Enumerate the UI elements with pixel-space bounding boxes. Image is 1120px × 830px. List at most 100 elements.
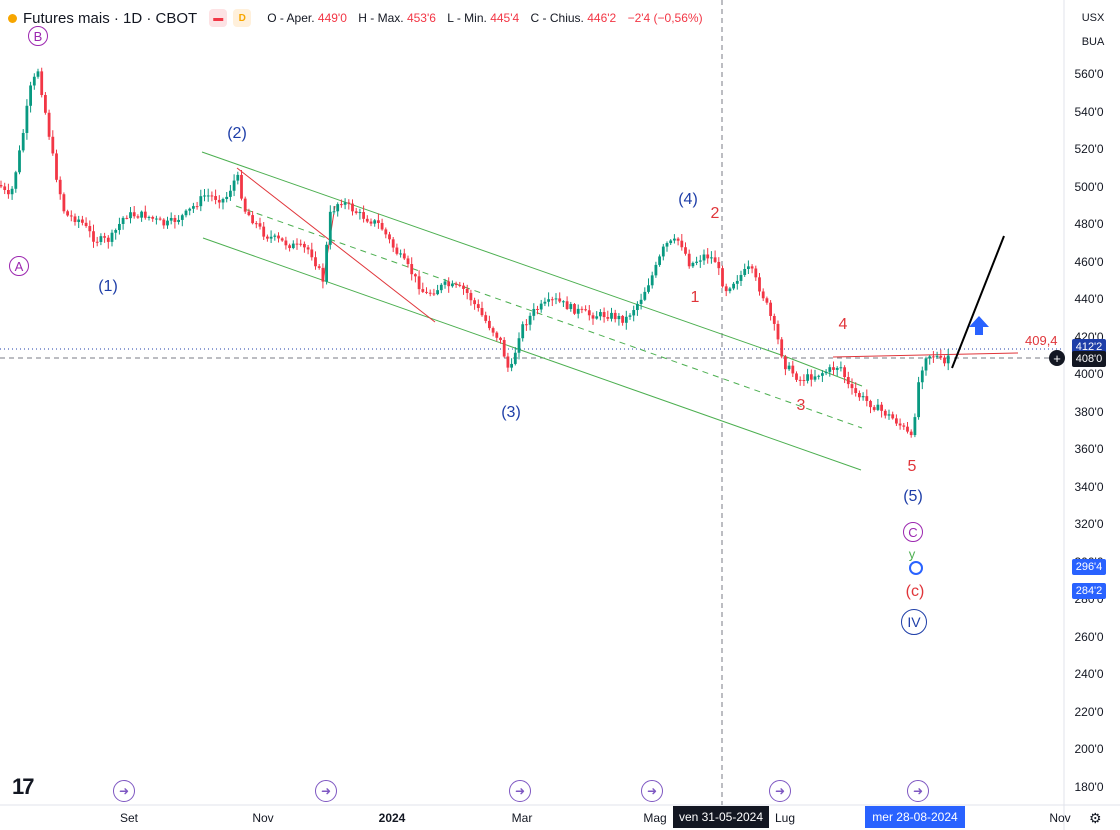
candle-body xyxy=(336,204,340,212)
candle-body xyxy=(891,414,895,419)
candle-body xyxy=(251,215,254,224)
candle-body xyxy=(47,112,51,137)
candle-body xyxy=(595,316,599,319)
candle-body xyxy=(920,370,924,383)
candle-body xyxy=(476,304,480,308)
candle-body xyxy=(613,312,617,320)
candle-body xyxy=(717,261,721,269)
candle-body xyxy=(887,414,891,416)
high-label: H - Max. xyxy=(358,11,404,25)
candle-body xyxy=(724,286,728,292)
candle-body xyxy=(402,253,406,259)
crosshair-date-badge: ven 31-05-2024 xyxy=(673,806,769,828)
channel-lower-line xyxy=(202,237,862,471)
forward-arrow-icon[interactable]: ➜ xyxy=(769,780,791,802)
unit-button[interactable]: BUA xyxy=(1081,36,1105,48)
candle-body xyxy=(40,71,44,96)
candle-body xyxy=(358,212,362,214)
candle-body xyxy=(321,267,325,282)
candle-body xyxy=(547,299,550,302)
candle-body xyxy=(710,257,713,259)
forward-arrow-icon[interactable]: ➜ xyxy=(509,780,531,802)
price-axis-label: 320'0 xyxy=(1074,517,1104,531)
candle-body xyxy=(680,240,684,248)
currency-button[interactable]: USX xyxy=(1081,12,1105,24)
candle-body xyxy=(406,258,410,265)
candle-body xyxy=(317,266,321,268)
candle-body xyxy=(340,204,343,206)
wave-label-iv: IV xyxy=(901,609,927,635)
candle-body xyxy=(362,212,365,219)
candle-body xyxy=(103,236,106,238)
candles-group xyxy=(0,67,950,438)
candle-body xyxy=(517,338,521,353)
candle-body xyxy=(510,363,513,368)
candle-body xyxy=(369,221,373,224)
forward-arrow-icon[interactable]: ➜ xyxy=(907,780,929,802)
channel-upper-line xyxy=(201,151,785,357)
candle-body xyxy=(69,215,73,217)
candle-body xyxy=(388,234,391,240)
price-axis-label: 260'0 xyxy=(1074,629,1104,644)
candle-body xyxy=(480,307,484,316)
tradingview-logo[interactable]: 17 xyxy=(12,774,35,799)
candle-body xyxy=(628,315,632,317)
candle-body xyxy=(854,388,858,394)
time-label-set: Set xyxy=(119,811,139,825)
candle-body xyxy=(484,315,488,321)
candle-body xyxy=(62,194,66,212)
candle-body xyxy=(521,324,525,339)
price-axis-label: 180'0 xyxy=(1074,779,1104,794)
forward-arrow-icon[interactable]: ➜ xyxy=(113,780,135,802)
candle-body xyxy=(166,220,169,226)
price-badge-296: 296'4 xyxy=(1072,559,1106,575)
candle-body xyxy=(606,317,610,319)
price-badge-284: 284'2 xyxy=(1072,583,1106,599)
price-axis-label: 240'0 xyxy=(1074,667,1104,681)
symbol-title[interactable]: Futures mais · 1D · CBOT xyxy=(23,9,198,27)
candle-body xyxy=(36,71,40,77)
candle-body xyxy=(843,367,846,378)
plus-circle-icon[interactable]: + xyxy=(1049,350,1065,366)
candle-body xyxy=(143,211,147,218)
forward-arrow-icon[interactable]: ➜ xyxy=(641,780,663,802)
candle-body xyxy=(776,323,780,340)
candle-body xyxy=(562,301,565,303)
candle-body xyxy=(443,281,447,285)
candle-body xyxy=(173,217,177,222)
candle-body xyxy=(695,261,698,263)
candle-body xyxy=(758,277,761,292)
wave-circle-marker xyxy=(909,561,923,575)
candle-body xyxy=(121,217,125,224)
flag-icon[interactable]: ▬ xyxy=(209,9,228,27)
candle-body xyxy=(299,243,303,245)
candle-body xyxy=(266,236,269,239)
candle-body xyxy=(155,218,158,220)
candle-body xyxy=(384,229,388,235)
candle-body xyxy=(129,212,132,219)
candle-body xyxy=(713,257,717,262)
candle-body xyxy=(513,352,517,364)
candle-body xyxy=(284,240,288,246)
candle-body xyxy=(351,203,354,212)
forward-arrow-icon[interactable]: ➜ xyxy=(315,780,337,802)
candle-body xyxy=(232,180,236,191)
time-label-2024: 2024 xyxy=(378,811,406,825)
ohlc-values: O - Aper. 449'0 H - Max. 453'6 L - Min. … xyxy=(267,11,710,25)
price-axis-label: 460'0 xyxy=(1074,254,1104,269)
candle-body xyxy=(828,367,832,372)
candle-body xyxy=(924,358,928,371)
candle-body xyxy=(125,217,129,219)
wave-label-c-minor: (c) xyxy=(905,583,925,600)
price-axis-label: 400'0 xyxy=(1074,367,1104,381)
candle-body xyxy=(136,216,140,218)
candle-body xyxy=(691,262,695,267)
gear-icon[interactable]: ⚙ xyxy=(1089,810,1102,826)
candle-body xyxy=(236,174,240,181)
d-badge[interactable]: D xyxy=(233,9,252,27)
candle-body xyxy=(55,153,58,180)
candle-body xyxy=(180,215,184,220)
candle-body xyxy=(428,292,432,294)
candle-body xyxy=(946,355,950,364)
